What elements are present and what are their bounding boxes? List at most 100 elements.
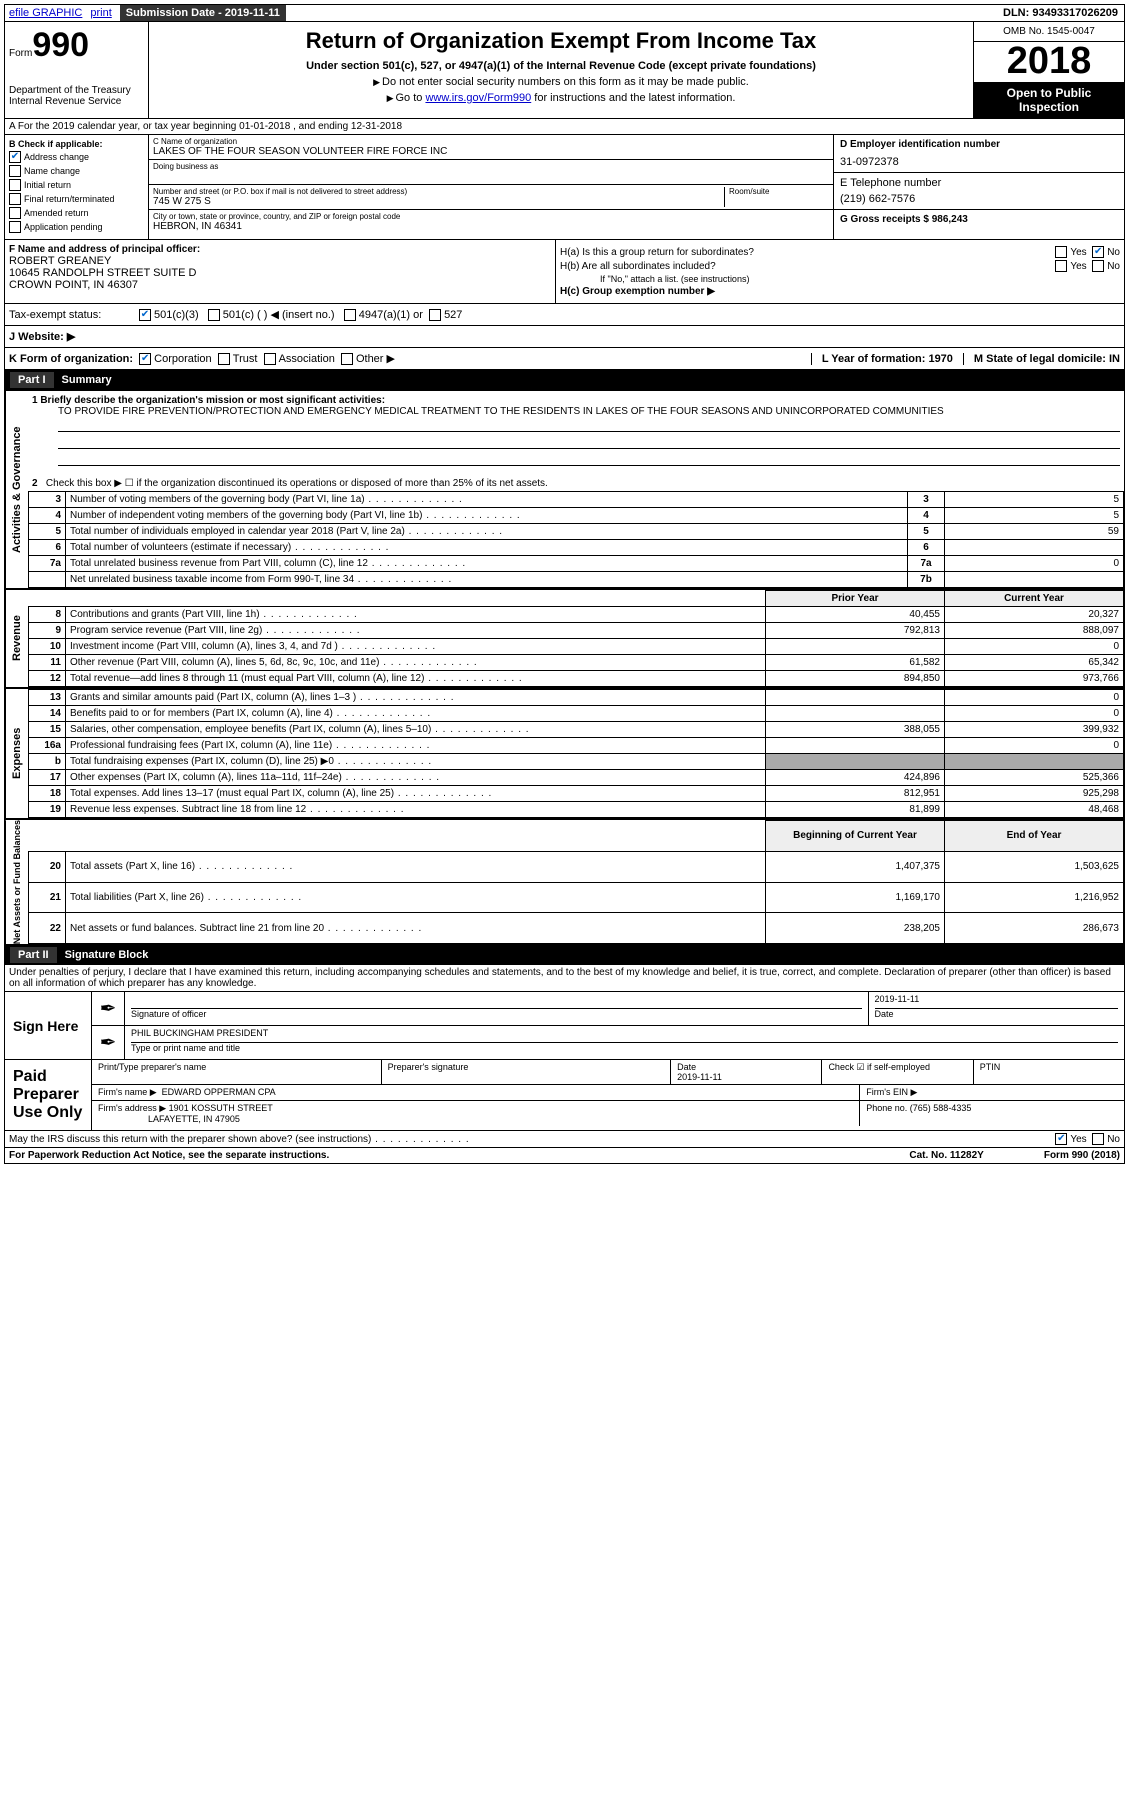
header-subtitle: Under section 501(c), 527, or 4947(a)(1)… [157,60,965,72]
table-row: 19Revenue less expenses. Subtract line 1… [29,802,1124,818]
dln: DLN: 93493317026209 [997,5,1124,21]
officer-addr2: CROWN POINT, IN 46307 [9,279,551,291]
table-row: 14Benefits paid to or for members (Part … [29,706,1124,722]
h-section: H(a) Is this a group return for subordin… [556,240,1124,303]
org-name-label: C Name of organization [153,137,829,146]
col-b: B Check if applicable: ✔Address change N… [5,135,149,239]
table-row: 5Total number of individuals employed in… [29,524,1124,540]
ein-label: D Employer identification number [840,139,1118,150]
checkbox[interactable] [9,179,21,191]
street-label: Number and street (or P.O. box if mail i… [153,187,724,196]
table-row: 13Grants and similar amounts paid (Part … [29,690,1124,706]
table-row: 12Total revenue—add lines 8 through 11 (… [29,671,1124,687]
check-icon[interactable]: ✔ [139,309,151,321]
checkbox[interactable] [9,221,21,233]
form-number: 990 [32,26,89,65]
col-b-label: B Check if applicable: [9,139,144,149]
table-row: bTotal fundraising expenses (Part IX, co… [29,754,1124,770]
gross-receipts: G Gross receipts $ 986,243 [840,214,1118,225]
caret-icon: ✒ [92,1026,125,1059]
table-row: 4Number of independent voting members of… [29,508,1124,524]
table-row: 18Total expenses. Add lines 13–17 (must … [29,786,1124,802]
tax-year: 2018 [974,42,1124,82]
table-row: 9Program service revenue (Part VIII, lin… [29,623,1124,639]
check-icon[interactable]: ✔ [1092,246,1104,258]
discuss-row: May the IRS discuss this return with the… [4,1131,1125,1148]
org-name: LAKES OF THE FOUR SEASON VOLUNTEER FIRE … [153,146,829,157]
caret-icon: ✒ [92,992,125,1025]
table-row: 20Total assets (Part X, line 16)1,407,37… [29,851,1124,882]
row-a: A For the 2019 calendar year, or tax yea… [4,119,1125,135]
instr-1: Do not enter social security numbers on … [157,76,965,88]
city-label: City or town, state or province, country… [153,212,829,221]
table-row: 10Investment income (Part VIII, column (… [29,639,1124,655]
form-word: Form [9,48,32,59]
room-label: Room/suite [729,187,829,196]
check-icon[interactable]: ✔ [9,151,21,163]
checkbox[interactable] [9,207,21,219]
governance-table: 3Number of voting members of the governi… [28,491,1124,588]
department: Department of the Treasury Internal Reve… [9,85,144,107]
k-row: K Form of organization: ✔Corporation Tru… [4,348,1125,370]
top-bar: efile GRAPHIC print Submission Date - 20… [4,4,1125,22]
dba-label: Doing business as [153,162,829,171]
part2-header: Part II Signature Block [4,945,1125,965]
sign-here-block: Sign Here ✒ Signature of officer 2019-11… [4,992,1125,1060]
revenue-section: Revenue Prior YearCurrent Year8Contribut… [4,589,1125,688]
table-row: 8Contributions and grants (Part VIII, li… [29,607,1124,623]
header-left: Form 990 Department of the Treasury Inte… [5,22,149,118]
entity-block: B Check if applicable: ✔Address change N… [4,135,1125,240]
city: HEBRON, IN 46341 [153,221,829,232]
officer-label: F Name and address of principal officer: [9,244,551,255]
irs-link[interactable]: www.irs.gov/Form990 [425,92,531,104]
paid-preparer-block: Paid Preparer Use Only Print/Type prepar… [4,1060,1125,1131]
form-header: Form 990 Department of the Treasury Inte… [4,22,1125,119]
phone: (219) 662-7576 [840,193,1118,205]
mission-text: TO PROVIDE FIRE PREVENTION/PROTECTION AN… [58,406,1120,417]
print-link[interactable]: print [86,5,115,21]
declaration: Under penalties of perjury, I declare th… [4,965,1125,992]
phone-label: E Telephone number [840,177,1118,189]
table-row: 22Net assets or fund balances. Subtract … [29,913,1124,944]
part1-header: Part I Summary [4,370,1125,390]
netassets-section: Net Assets or Fund Balances Beginning of… [4,819,1125,945]
table-row: Net unrelated business taxable income fr… [29,572,1124,588]
officer-name: ROBERT GREANEY [9,255,551,267]
col-c: C Name of organization LAKES OF THE FOUR… [149,135,834,239]
tax-status-row: Tax-exempt status: ✔501(c)(3) 501(c) ( )… [4,304,1125,326]
instr-2: Go to www.irs.gov/Form990 for instructio… [157,92,965,104]
governance-section: Activities & Governance 1 Briefly descri… [4,390,1125,589]
form-title: Return of Organization Exempt From Incom… [157,28,965,54]
submission-date: Submission Date - 2019-11-11 [120,5,286,21]
mission-label: 1 Briefly describe the organization's mi… [32,395,1120,406]
website-row: J Website: ▶ [4,326,1125,348]
table-row: 3Number of voting members of the governi… [29,492,1124,508]
open-to-public: Open to Public Inspection [974,82,1124,118]
revenue-table: Prior YearCurrent Year8Contributions and… [28,590,1124,687]
footer-row: For Paperwork Reduction Act Notice, see … [4,1148,1125,1164]
table-row: 6Total number of volunteers (estimate if… [29,540,1124,556]
header-center: Return of Organization Exempt From Incom… [149,22,974,118]
officer-addr1: 10645 RANDOLPH STREET SUITE D [9,267,551,279]
table-row: 21Total liabilities (Part X, line 26)1,1… [29,882,1124,913]
checkbox[interactable] [9,193,21,205]
table-row: 11Other revenue (Part VIII, column (A), … [29,655,1124,671]
ein: 31-0972378 [840,156,1118,168]
table-row: 7aTotal unrelated business revenue from … [29,556,1124,572]
table-row: 16aProfessional fundraising fees (Part I… [29,738,1124,754]
col-d: D Employer identification number 31-0972… [834,135,1124,239]
expenses-section: Expenses 13Grants and similar amounts pa… [4,688,1125,819]
table-row: 15Salaries, other compensation, employee… [29,722,1124,738]
street: 745 W 275 S [153,196,724,207]
check-icon[interactable]: ✔ [139,353,151,365]
table-row: 17Other expenses (Part IX, column (A), l… [29,770,1124,786]
omb-number: OMB No. 1545-0047 [974,22,1124,42]
header-right: OMB No. 1545-0047 2018 Open to Public In… [974,22,1124,118]
efile-link[interactable]: efile GRAPHIC [5,5,86,21]
expenses-table: 13Grants and similar amounts paid (Part … [28,689,1124,818]
checkbox[interactable] [9,165,21,177]
check-icon[interactable]: ✔ [1055,1133,1067,1145]
netassets-table: Beginning of Current YearEnd of Year20To… [28,820,1124,944]
officer-left: F Name and address of principal officer:… [5,240,556,303]
officer-block: F Name and address of principal officer:… [4,240,1125,304]
